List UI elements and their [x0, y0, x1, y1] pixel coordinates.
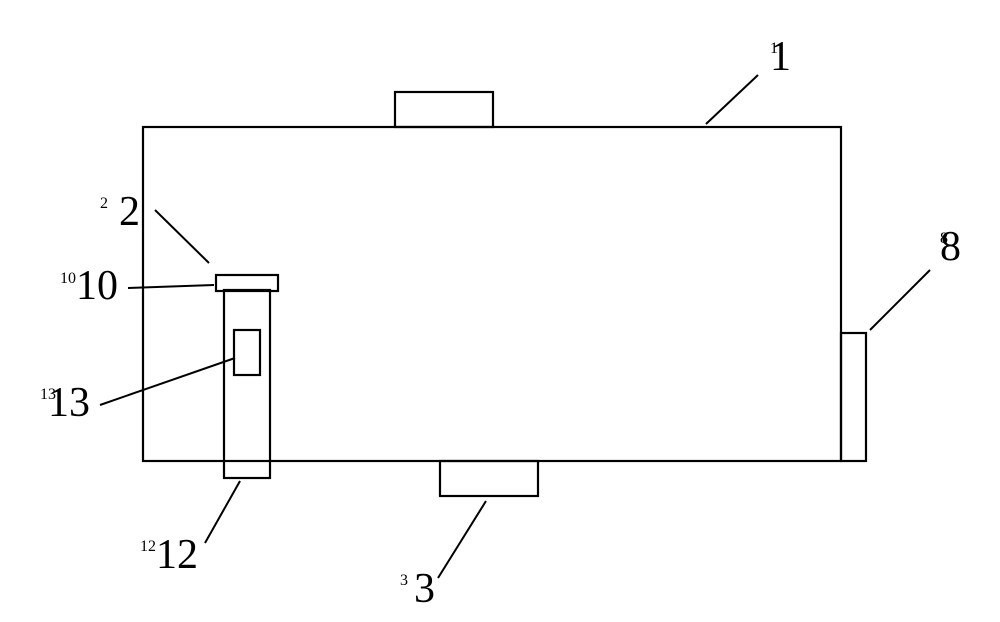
svg-text:12: 12: [156, 532, 198, 578]
svg-text:10: 10: [76, 263, 118, 309]
svg-text:8: 8: [940, 224, 961, 270]
svg-text:2: 2: [119, 189, 140, 235]
svg-text:13: 13: [48, 380, 90, 426]
svg-text:1: 1: [770, 34, 791, 80]
svg-text:3: 3: [414, 566, 435, 612]
